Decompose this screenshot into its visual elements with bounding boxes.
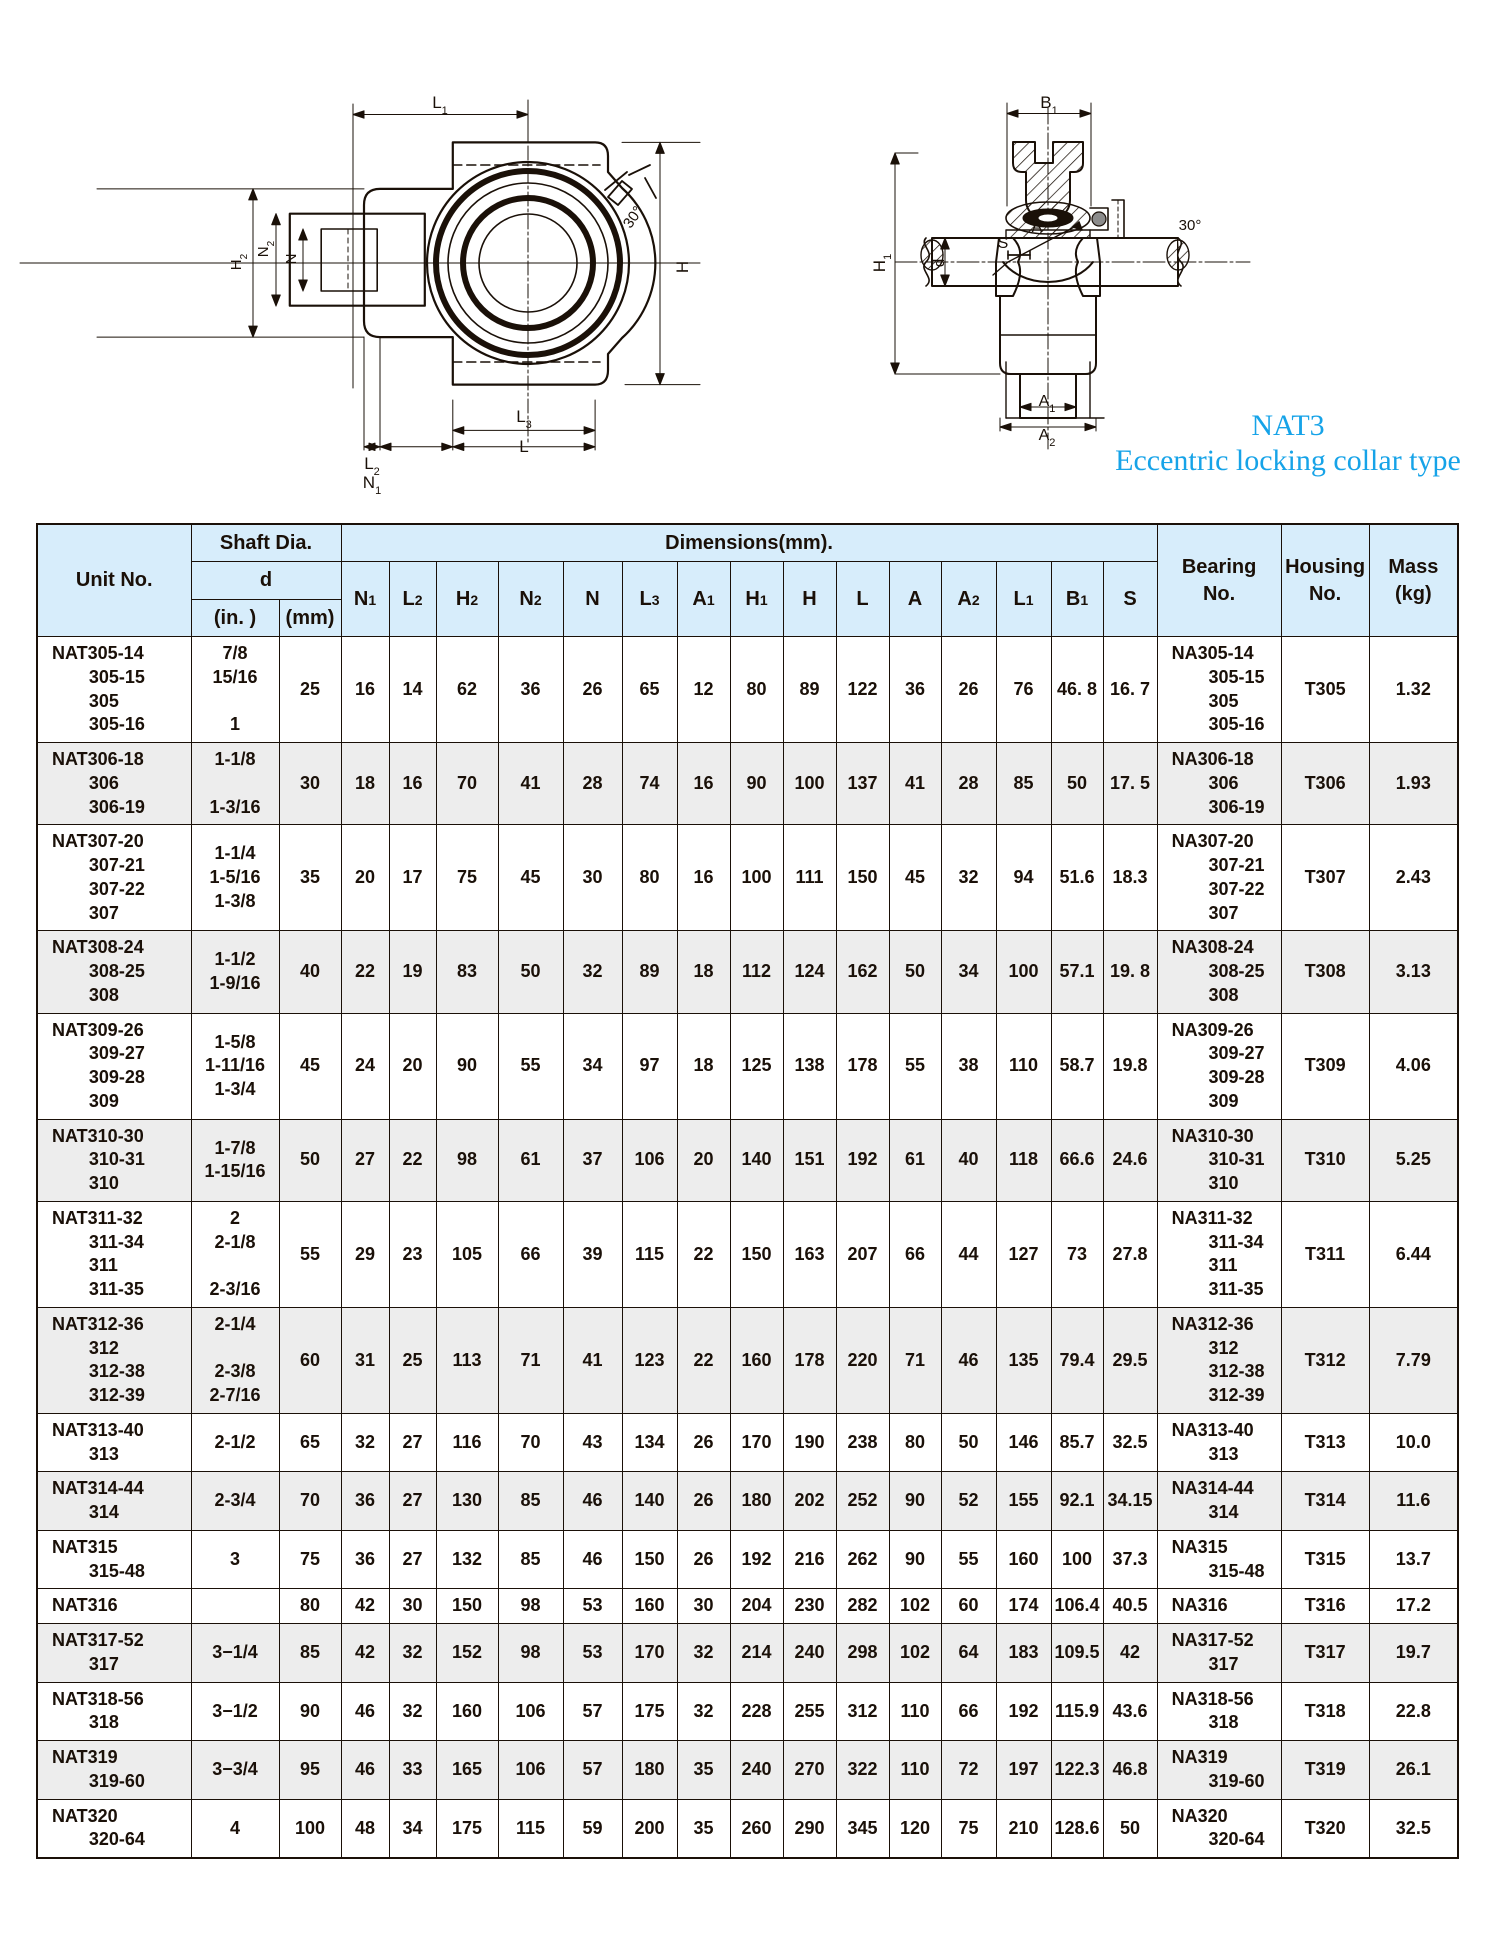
svg-text:H2: H2 xyxy=(228,253,250,270)
svg-text:30°: 30° xyxy=(1179,217,1202,234)
svg-text:L1: L1 xyxy=(432,93,448,117)
svg-text:L: L xyxy=(519,437,528,456)
svg-text:A1: A1 xyxy=(1039,393,1056,415)
svg-text:S: S xyxy=(998,235,1009,252)
svg-text:H1: H1 xyxy=(870,254,894,272)
svg-text:A2: A2 xyxy=(1039,427,1056,449)
svg-text:H: H xyxy=(673,261,692,273)
svg-text:A: A xyxy=(1032,219,1043,236)
svg-text:d: d xyxy=(931,259,948,267)
svg-text:30°: 30° xyxy=(620,203,647,231)
svg-text:N2: N2 xyxy=(255,240,277,257)
svg-text:L3: L3 xyxy=(516,407,532,431)
svg-text:N: N xyxy=(283,254,300,265)
